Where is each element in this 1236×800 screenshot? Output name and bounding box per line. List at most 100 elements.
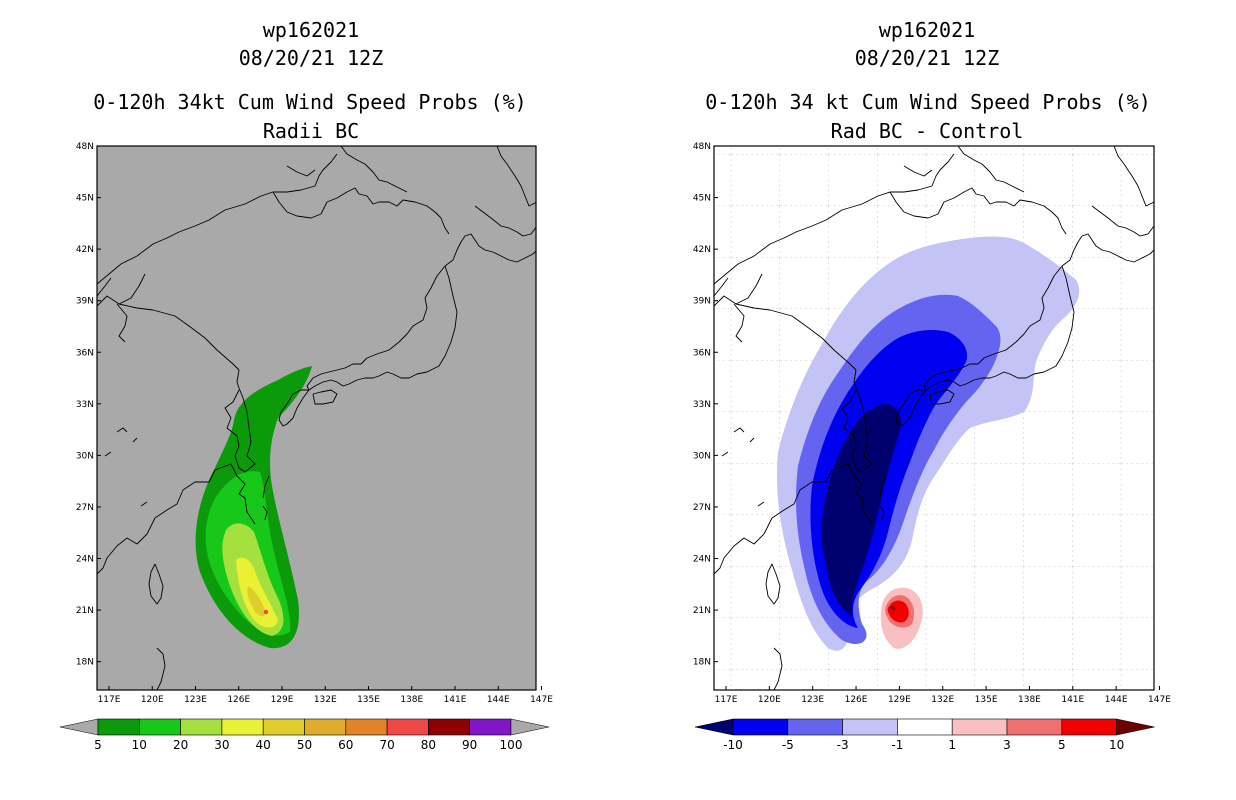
- right-colorbar-segment: [842, 718, 898, 736]
- right-colorbar-segment: [951, 718, 1008, 736]
- left-colorbar-low-tip: [59, 718, 99, 736]
- right-difference-contours: [776, 236, 1080, 651]
- right-colorbar-segment: [1006, 718, 1063, 736]
- left-colorbar-segment: [386, 718, 429, 736]
- right-colorbar-low-tip: [694, 718, 734, 736]
- left-colorbar-label: 10: [132, 738, 147, 752]
- left-colorbar: 5 10 20 30 40 50 60 70 80 90 100: [59, 718, 550, 752]
- right-latitude-axis: 48N 45N 42N 39N 36N 33N 30N 27N 24N 21N 18N: [693, 142, 718, 668]
- right-title-date: 08/20/21 12Z: [854, 46, 1000, 70]
- left-map: 48N 45N 42N 39N 36N 33N 30N 27N 24N 21N 18N 117E 12…: [76, 142, 553, 705]
- right-lon-label: 147E: [1148, 695, 1171, 705]
- left-colorbar-segment: [345, 718, 388, 736]
- right-lat-label: 33N: [693, 400, 711, 410]
- left-colorbar-label: 90: [462, 738, 477, 752]
- left-lat-label: 21N: [76, 606, 94, 616]
- left-lon-label: 138E: [400, 695, 423, 705]
- right-lat-label: 45N: [693, 194, 711, 204]
- left-lat-label: 39N: [76, 297, 94, 307]
- right-lon-label: 141E: [1061, 695, 1084, 705]
- left-lat-label: 33N: [76, 400, 94, 410]
- left-colorbar-segment: [428, 718, 470, 736]
- right-colorbar-segment: [787, 718, 843, 736]
- right-title-desc: 0-120h 34 kt Cum Wind Speed Probs (%): [705, 90, 1151, 114]
- left-colorbar-label: 70: [379, 738, 394, 752]
- left-colorbar-label: 20: [173, 738, 188, 752]
- right-colorbar-label: -5: [782, 738, 794, 752]
- left-probability-contours: [195, 366, 312, 649]
- left-lon-label: 135E: [357, 695, 380, 705]
- right-map-frame: [713, 145, 1155, 691]
- right-lon-label: 123E: [801, 695, 824, 705]
- right-lon-label: 126E: [845, 695, 868, 705]
- left-title-desc: 0-120h 34kt Cum Wind Speed Probs (%): [93, 90, 527, 114]
- right-colorbar: -10 -5 -3 -1 1 3 5 10: [694, 718, 1155, 752]
- right-lat-label: 39N: [693, 297, 711, 307]
- left-lon-label: 123E: [184, 695, 207, 705]
- left-lat-label: 42N: [76, 245, 94, 255]
- left-lon-label: 144E: [487, 695, 510, 705]
- left-longitude-axis: 117E 120E 123E 126E 129E 132E 135E 138E 141E 144E…: [98, 686, 553, 705]
- right-lat-label: 18N: [693, 658, 711, 668]
- left-latitude-axis: 48N 45N 42N 39N 36N 33N 30N 27N 24N 21N 18N: [76, 142, 101, 668]
- left-lat-label: 45N: [76, 194, 94, 204]
- left-colorbar-label: 100: [500, 738, 523, 752]
- right-lat-label: 48N: [693, 142, 711, 152]
- left-colorbar-segment: [469, 718, 512, 736]
- right-title-id: wp162021: [878, 18, 976, 42]
- left-colorbar-segment: [97, 718, 140, 736]
- left-lon-label: 117E: [98, 695, 121, 705]
- right-lat-label: 30N: [693, 451, 711, 461]
- right-colorbar-label: 10: [1109, 738, 1124, 752]
- left-colorbar-segment: [304, 718, 347, 736]
- left-title-sub: Radii BC: [262, 119, 360, 143]
- left-colorbar-label: 5: [94, 738, 102, 752]
- left-colorbar-high-tip: [510, 718, 550, 736]
- left-lon-label: 147E: [530, 695, 553, 705]
- right-colorbar-segment: [732, 718, 789, 736]
- left-colorbar-segment: [180, 718, 223, 736]
- left-lat-label: 36N: [76, 348, 94, 358]
- left-title-date: 08/20/21 12Z: [238, 46, 384, 70]
- left-lat-label: 48N: [76, 142, 94, 152]
- left-map-background: [97, 146, 536, 690]
- right-colorbar-label: -1: [891, 738, 903, 752]
- right-colorbar-high-tip: [1116, 718, 1155, 736]
- right-lon-label: 138E: [1018, 695, 1041, 705]
- right-colorbar-label: 5: [1058, 738, 1066, 752]
- left-colorbar-segment: [139, 718, 181, 736]
- right-colorbar-label: -3: [837, 738, 849, 752]
- left-lon-label: 132E: [314, 695, 337, 705]
- left-colorbar-label: 60: [338, 738, 353, 752]
- left-lat-label: 30N: [76, 451, 94, 461]
- left-map-frame: [96, 145, 537, 691]
- right-lon-label: 135E: [975, 695, 998, 705]
- right-colorbar-segment: [1061, 718, 1117, 736]
- right-lon-label: 132E: [931, 695, 954, 705]
- right-lat-label: 24N: [693, 555, 711, 565]
- right-lon-label: 117E: [715, 695, 738, 705]
- right-colorbar-label: 1: [948, 738, 956, 752]
- left-lat-label: 18N: [76, 658, 94, 668]
- left-colorbar-label: 30: [214, 738, 229, 752]
- left-colorbar-label: 40: [256, 738, 271, 752]
- right-lat-label: 21N: [693, 606, 711, 616]
- left-lon-label: 120E: [141, 695, 164, 705]
- left-lon-label: 126E: [227, 695, 250, 705]
- left-colorbar-segment: [221, 718, 264, 736]
- right-longitude-axis: 117E 120E 123E 126E 129E 132E 135E 138E 141E 144E…: [715, 686, 1171, 705]
- right-title-sub: Rad BC - Control: [830, 119, 1024, 143]
- left-lat-label: 27N: [76, 503, 94, 513]
- right-colorbar-label: 3: [1003, 738, 1011, 752]
- right-colorbar-label: -10: [723, 738, 743, 752]
- left-colorbar-segment: [262, 718, 305, 736]
- right-lat-label: 42N: [693, 245, 711, 255]
- right-lon-label: 144E: [1105, 695, 1128, 705]
- left-colorbar-label: 80: [421, 738, 436, 752]
- left-lon-label: 141E: [444, 695, 467, 705]
- right-lon-label: 129E: [888, 695, 911, 705]
- right-lon-label: 120E: [758, 695, 781, 705]
- right-lat-label: 36N: [693, 348, 711, 358]
- right-map: 48N 45N 42N 39N 36N 33N 30N 27N 24N 21N 18N 117E 12…: [693, 142, 1171, 705]
